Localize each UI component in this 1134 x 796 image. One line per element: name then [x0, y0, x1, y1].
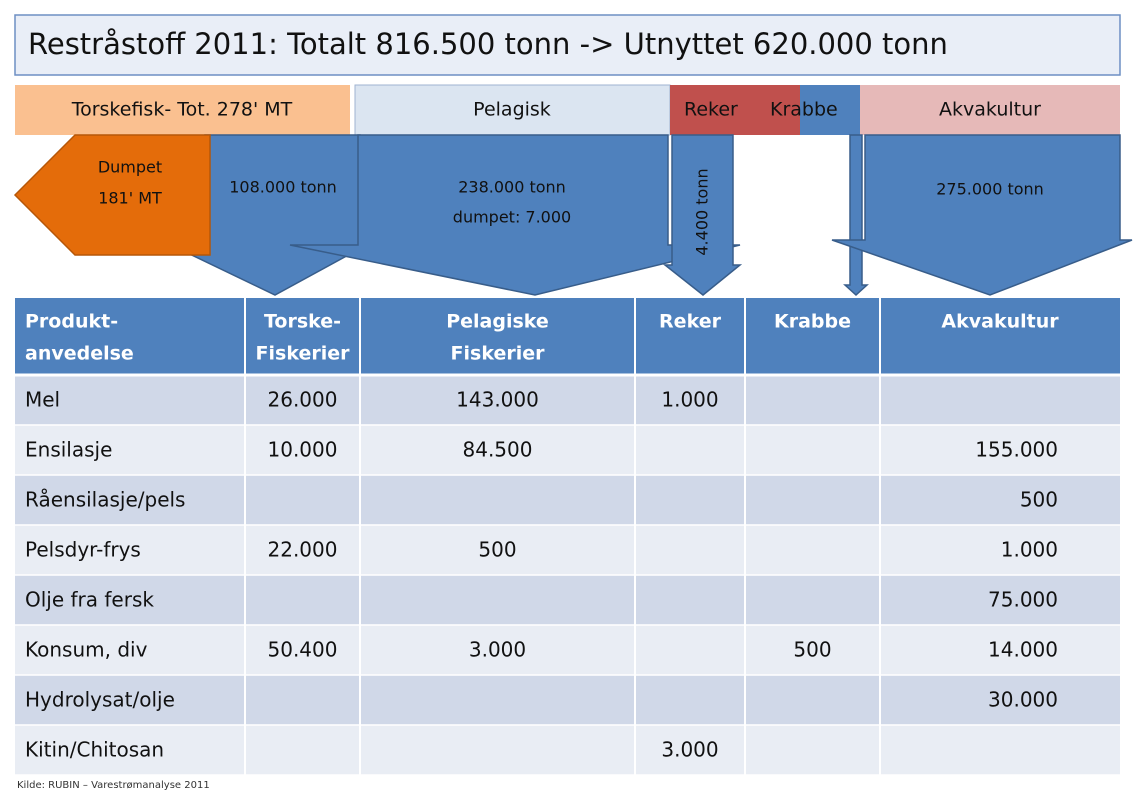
table-row — [15, 625, 1120, 675]
table-cell: Konsum, div — [25, 638, 148, 662]
header-cell: Fiskerier — [256, 343, 351, 365]
table: Produkt-anvedelse Torske- Fiskerier Pelagis… — [15, 298, 1120, 776]
table-cell: Mel — [25, 388, 60, 412]
table-row — [15, 425, 1120, 475]
table-cell: 500 — [1020, 488, 1058, 512]
header-cell: Produkt- — [25, 311, 118, 333]
category-box — [800, 85, 860, 135]
source: Kilde: RUBIN – Varestrømanalyse 2011 — [17, 780, 210, 791]
arrow-label: 238.000 tonn — [458, 178, 566, 197]
table-row — [15, 725, 1120, 775]
table-cell: Pelsdyr-frys — [25, 538, 141, 562]
title: Restråstoff 2011: Totalt 816.500 tonn ->… — [28, 27, 948, 61]
table-cell: 50.400 — [268, 638, 338, 662]
header-cell: Reker — [659, 311, 722, 333]
arrow-label: 275.000 tonn — [936, 180, 1044, 199]
category-box — [15, 85, 350, 135]
table-cell: 1.000 — [1001, 538, 1058, 562]
table-cell: Råensilasje/pels — [25, 488, 185, 512]
header-cell: Akvakultur — [941, 311, 1059, 333]
table-cell: Hydrolysat/olje — [25, 688, 175, 712]
table-cell: 22.000 — [268, 538, 338, 562]
category-box — [860, 85, 1120, 135]
table-row — [15, 475, 1120, 525]
table-cell: 75.000 — [988, 588, 1058, 612]
table-cell: 1.000 — [661, 388, 718, 412]
category-label: Reker — [684, 99, 738, 121]
table-cell: 26.000 — [268, 388, 338, 412]
flow-arrow — [831, 134, 1133, 296]
table-cell: 143.000 — [456, 388, 539, 412]
table-cell: 10.000 — [268, 438, 338, 462]
arrow-label: 4.400 tonn — [693, 168, 712, 255]
header-row — [15, 298, 1120, 375]
table-row — [15, 375, 1120, 425]
table-cell: Olje fra fersk — [25, 588, 154, 612]
category-label: Torskefisk- Tot. 278' MT — [71, 99, 293, 121]
table-cell: 3.000 — [661, 738, 718, 762]
flow-arrow — [662, 134, 743, 296]
category-label: Pelagisk — [473, 99, 551, 121]
header-cell: anvedelse — [25, 343, 134, 365]
table-row — [15, 525, 1120, 575]
table-cell: 500 — [793, 638, 831, 662]
category-label: Akvakultur — [939, 99, 1041, 121]
title-box — [14, 14, 1121, 76]
arrow-label: 181' MT — [98, 189, 162, 208]
arrow-label: dumpet: 7.000 — [453, 208, 571, 227]
flow-arrow — [843, 134, 869, 297]
table-row — [15, 675, 1120, 725]
table-row — [15, 575, 1120, 625]
header-cell: Pelagiske — [446, 311, 549, 333]
header-cell: Fiskerier — [451, 343, 546, 365]
category-label: Krabbe — [770, 99, 838, 121]
table-cell: 3.000 — [469, 638, 526, 662]
dumped-arrow — [13, 134, 211, 256]
table-cell: 14.000 — [988, 638, 1058, 662]
table-cell: 30.000 — [988, 688, 1058, 712]
arrow-label: Dumpet — [98, 158, 162, 177]
table-cell: 84.500 — [463, 438, 533, 462]
header-cell: Krabbe — [774, 311, 851, 333]
table-cell: 500 — [478, 538, 516, 562]
table-cell: Kitin/Chitosan — [25, 738, 164, 762]
category-box — [670, 85, 800, 135]
table-cell: 155.000 — [975, 438, 1058, 462]
category-box — [354, 84, 671, 136]
arrow-label: 108.000 tonn — [229, 178, 337, 197]
header-cell: Torske- — [264, 311, 341, 333]
table-cell: Ensilasje — [25, 438, 112, 462]
flow-arrow — [289, 134, 741, 296]
